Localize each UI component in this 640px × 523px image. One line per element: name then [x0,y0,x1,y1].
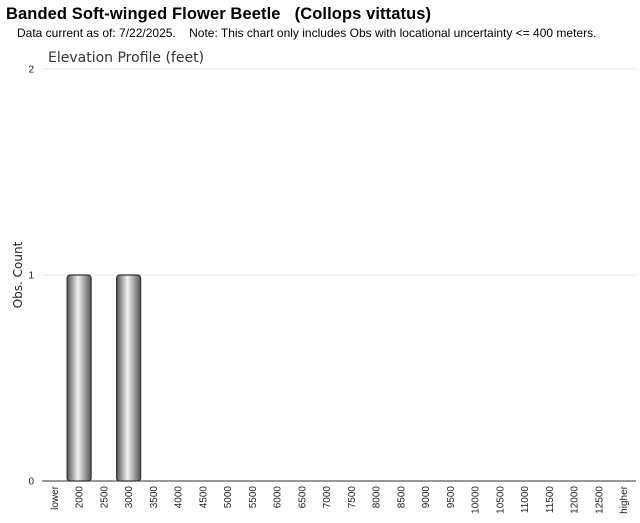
x-tick-label: 8500 [396,486,407,509]
x-tick-label: lower [50,485,61,510]
x-tick-label: 12000 [570,486,581,514]
x-tick-label: 4000 [174,486,185,509]
tick-labels: 0 1 2 Obs. Count lower 2000 2500 3000 3500 4000 45… [11,65,630,514]
x-tick-label: 3000 [124,486,135,509]
elevation-chart: Elevation Profile (feet) 0 1 2 Obs. Count lo… [0,44,640,523]
x-tick-label: 9000 [421,486,432,509]
y-tick-label: 1 [28,271,34,282]
x-tick-label: 8000 [372,486,383,509]
x-tick-label: 4500 [198,486,209,509]
x-tick-label: 3500 [149,486,160,509]
x-tick-label: 7000 [322,486,333,509]
gridlines [42,68,636,276]
bars [66,274,142,482]
x-tick-label: higher [619,485,630,513]
bar [116,274,142,482]
x-tick-label: 7500 [347,486,358,509]
x-tick-label: 5500 [248,486,259,509]
x-tick-label: 5000 [223,486,234,509]
chart-title: Elevation Profile (feet) [48,50,205,66]
page-title: Banded Soft-winged Flower Beetle (Collop… [6,5,432,23]
x-tick-label: 10000 [471,486,482,514]
x-tick-label: 6500 [297,486,308,509]
x-tick-label: 6000 [273,486,284,509]
y-axis-label: Obs. Count [11,241,25,308]
chart-canvas: 0 1 2 Obs. Count lower 2000 2500 3000 3500 4000 45… [11,65,636,514]
x-tick-label: 2000 [75,486,86,509]
y-tick-label: 0 [28,477,34,488]
data-note: Data current as of: 7/22/2025. Note: Thi… [17,26,597,40]
x-tick-label: 10500 [495,486,506,514]
y-tick-label: 2 [28,65,34,76]
x-tick-label: 2500 [99,486,110,509]
bar [66,274,92,482]
x-tick-label: 9500 [446,486,457,509]
x-tick-label: 11500 [545,486,556,514]
x-tick-label: 12500 [594,486,605,514]
x-tick-label: 11000 [520,486,531,514]
